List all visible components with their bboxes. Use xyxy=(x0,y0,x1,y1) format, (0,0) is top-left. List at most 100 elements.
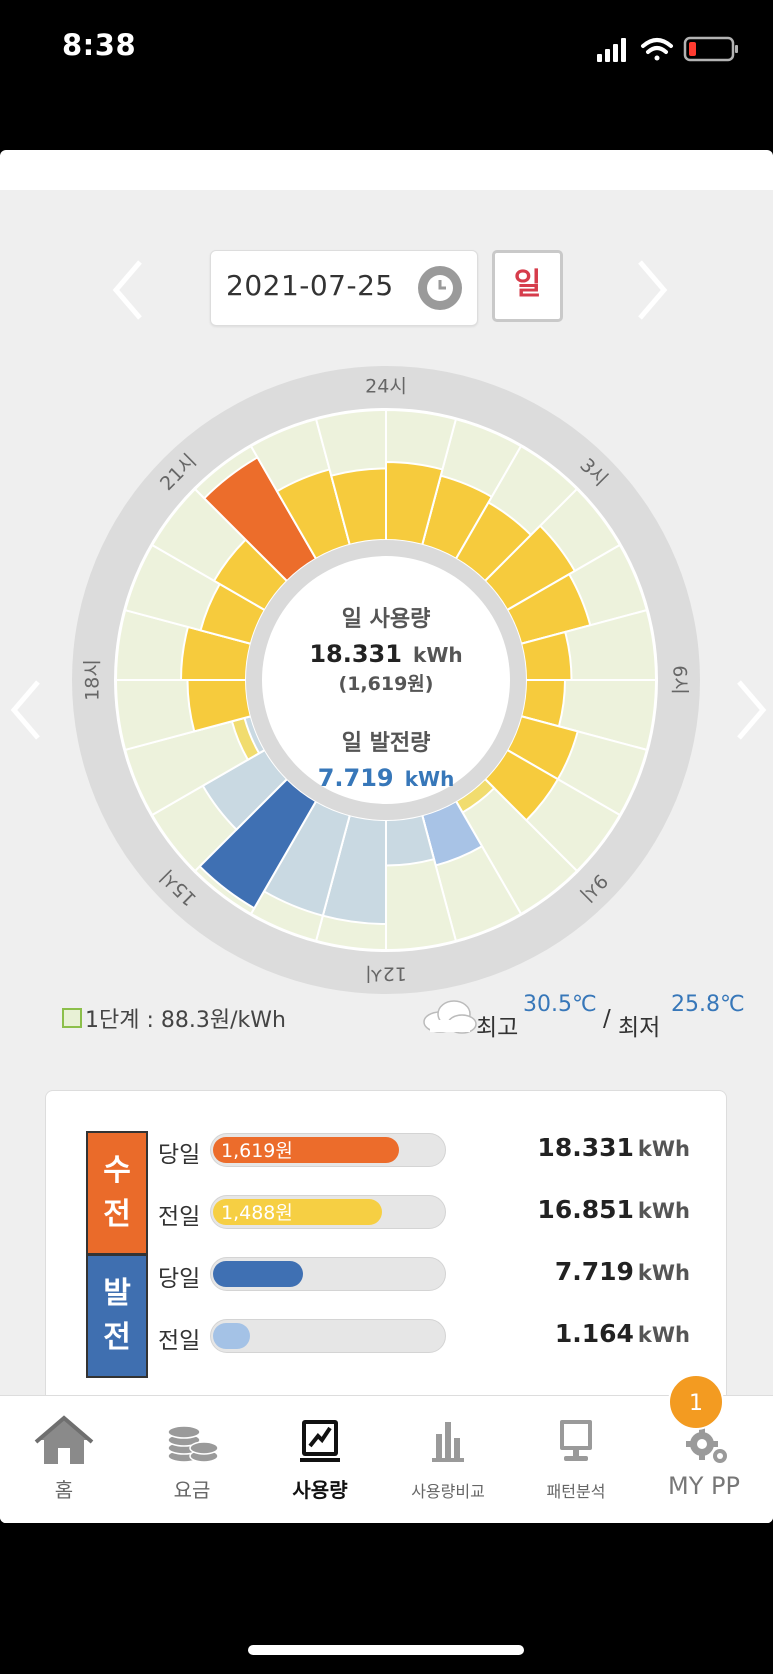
bar-text: 1,619원 xyxy=(221,1140,293,1162)
app-screen: 2021-07-25 일 24시 3시 6시 9시 12시 15시 18시 21시 xyxy=(0,150,773,1523)
bar-track xyxy=(210,1257,446,1291)
row-label: 당일 xyxy=(158,1142,201,1168)
temp-high-value: 30.5℃ xyxy=(523,992,597,1017)
row-value: 1.164 xyxy=(554,1319,634,1348)
row-value-group: 1.164 kWh xyxy=(555,1319,690,1348)
generation-value-line: 7.719 kWh xyxy=(318,764,455,792)
dial-center xyxy=(262,556,510,804)
temp-sep: / xyxy=(603,1006,611,1032)
row-value-group: 18.331 kWh xyxy=(537,1133,690,1162)
period-label: 일 xyxy=(513,267,542,302)
row-value: 7.719 xyxy=(554,1257,634,1286)
bar-fill xyxy=(213,1323,251,1349)
row-unit: kWh xyxy=(637,1261,690,1285)
hour-label: 24시 xyxy=(365,376,407,398)
receive-tag-char-2: 전 xyxy=(103,1197,131,1232)
row-unit: kWh xyxy=(637,1137,690,1161)
date-picker[interactable]: 2021-07-25 xyxy=(210,250,478,326)
row-unit: kWh xyxy=(637,1199,690,1223)
weather-info: 최고 30.5℃ / 최저 25.8℃ xyxy=(420,990,760,1041)
row-unit: kWh xyxy=(637,1323,690,1347)
usage-content: 2021-07-25 일 24시 3시 6시 9시 12시 15시 18시 21시 xyxy=(0,190,773,1523)
generate-tag: 발 전 xyxy=(86,1254,148,1378)
home-icon xyxy=(34,1415,94,1464)
prev-date-button[interactable] xyxy=(100,250,160,330)
bar-track: 1,488원 xyxy=(210,1195,446,1229)
receive-tag-char-1: 수 xyxy=(103,1153,131,1188)
tier-swatch xyxy=(62,1008,82,1028)
hour-label: 6시 xyxy=(669,665,691,695)
usage-value-line: 18.331 kWh xyxy=(309,640,462,668)
usage-unit: kWh xyxy=(413,643,463,667)
wifi-icon xyxy=(641,38,673,61)
tab-label: 사용량비교 xyxy=(411,1482,485,1501)
usage-label: 일 사용량 xyxy=(342,607,431,632)
date-text: 2021-07-25 xyxy=(226,269,394,302)
tier-legend: 1단계 : 88.3원/kWh xyxy=(62,1000,286,1036)
generation-label: 일 발전량 xyxy=(342,731,431,756)
row-label: 당일 xyxy=(158,1266,201,1292)
generate-today-row: 당일 7.719 kWh xyxy=(158,1257,718,1293)
clock-icon xyxy=(418,266,462,310)
hour-label: 12시 xyxy=(365,963,407,985)
bar-text: 1,488원 xyxy=(221,1202,293,1224)
status-time: 8:38 xyxy=(62,28,137,62)
gear-icon xyxy=(686,1428,727,1463)
row-value: 16.851 xyxy=(537,1195,634,1224)
status-bar: 8:38 xyxy=(0,0,773,100)
bar-fill xyxy=(213,1199,383,1225)
coins-icon xyxy=(167,1425,219,1463)
receive-today-row: 당일 1,619원 18.331 kWh xyxy=(158,1133,718,1169)
tab-pattern[interactable]: 패턴분석 xyxy=(512,1396,640,1523)
receive-tag: 수 전 xyxy=(86,1131,148,1255)
generate-tag-char-2: 전 xyxy=(103,1320,131,1355)
home-indicator xyxy=(248,1645,524,1655)
tab-label: 패턴분석 xyxy=(546,1482,606,1501)
bar-track xyxy=(210,1319,446,1353)
bar-track: 1,619원 xyxy=(210,1133,446,1167)
temp-low-label: 최저 xyxy=(618,1015,661,1041)
row-label: 전일 xyxy=(158,1204,201,1230)
tab-label: 요금 xyxy=(173,1478,211,1502)
battery-icon xyxy=(683,36,738,62)
prev-page-button[interactable] xyxy=(0,670,60,750)
temp-low-value: 25.8℃ xyxy=(671,992,745,1017)
usage-value: 18.331 xyxy=(309,640,402,668)
hour-label: 18시 xyxy=(82,659,104,701)
usage-cost: (1,619원) xyxy=(339,673,434,695)
summary-card: 수 전 발 전 당일 1,619원 18.331 kWh 전일 1,488원 xyxy=(45,1090,727,1430)
tab-home[interactable]: 홈 xyxy=(0,1396,128,1523)
tab-label: 홈 xyxy=(54,1478,74,1502)
temp-high-label: 최고 xyxy=(476,1015,519,1041)
tab-compare[interactable]: 사용량비교 xyxy=(384,1396,512,1523)
next-page-button[interactable] xyxy=(717,670,773,750)
tab-my-pp[interactable]: MY PP xyxy=(640,1396,768,1523)
receive-yesterday-row: 전일 1,488원 16.851 kWh xyxy=(158,1195,718,1231)
next-date-button[interactable] xyxy=(620,250,680,330)
generate-yesterday-row: 전일 1.164 kWh xyxy=(158,1319,718,1355)
row-value-group: 16.851 kWh xyxy=(537,1195,690,1224)
tab-label: MY PP xyxy=(668,1472,740,1500)
bottom-tab-bar: 홈 요금 사용량 xyxy=(0,1374,773,1523)
tab-usage[interactable]: 사용량 xyxy=(256,1396,384,1523)
compare-icon xyxy=(432,1422,464,1462)
tier-text: 1단계 : 88.3원/kWh xyxy=(85,1008,286,1033)
tab-label: 사용량 xyxy=(292,1478,348,1502)
row-label: 전일 xyxy=(158,1328,201,1354)
generate-tag-char-1: 발 xyxy=(103,1276,131,1311)
signal-icon xyxy=(597,38,626,62)
status-icons xyxy=(597,36,738,62)
tab-fee[interactable]: 요금 xyxy=(128,1396,256,1523)
generation-unit: kWh xyxy=(405,767,455,791)
usage-icon xyxy=(300,1420,340,1462)
generation-value: 7.719 xyxy=(318,764,394,792)
notification-badge[interactable]: 1 xyxy=(668,1374,724,1430)
bar-fill xyxy=(213,1137,399,1163)
row-value: 18.331 xyxy=(537,1133,634,1162)
cloud-icon xyxy=(423,1000,477,1034)
period-day-button[interactable]: 일 xyxy=(492,250,563,322)
bar-fill xyxy=(213,1261,304,1287)
row-value-group: 7.719 kWh xyxy=(555,1257,690,1286)
pattern-icon xyxy=(560,1420,592,1461)
